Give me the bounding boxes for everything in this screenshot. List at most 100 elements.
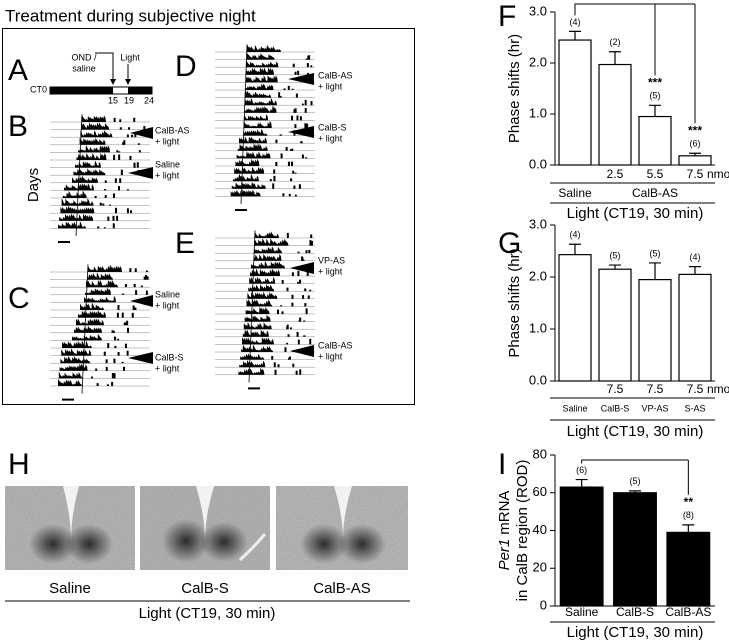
annotation: + light [155,363,180,373]
significance: *** [688,123,702,137]
activity [117,305,120,310]
activity [131,134,134,138]
annotation: + light [155,300,180,310]
arrowhead [125,79,131,85]
unit-label: nmol [707,382,729,396]
activity [292,63,295,68]
activity [125,322,128,326]
activity [116,215,119,221]
activity [294,172,297,174]
bar [638,115,672,166]
activity [299,116,302,121]
activity [294,194,297,197]
arrowhead [110,79,116,85]
activity [289,327,292,330]
activity [303,335,306,337]
arrowhead [290,262,314,274]
activity [133,162,136,168]
activity [273,175,276,182]
activity [298,320,301,322]
activity [296,115,299,121]
arrowhead [288,73,314,85]
activity [118,154,121,160]
activity [62,340,92,348]
activity [86,279,118,288]
activity [80,302,104,310]
activity [301,154,304,159]
arrowhead [130,127,153,139]
activity [300,141,303,144]
y-axis-label: Phase shifts (hr) [506,34,523,143]
y-tick-label: 0.0 [529,372,547,387]
activity [146,276,149,280]
activity [122,142,125,145]
activity [291,115,294,121]
activity [119,127,122,130]
activity [297,251,300,254]
activity [279,96,282,98]
activity [109,204,112,206]
activity [117,351,120,356]
y-axis-label: Phase shifts (hr) [506,248,523,357]
activity [243,120,272,128]
panel-letter: C [8,282,30,315]
activity [302,295,305,299]
activity [60,355,91,364]
activity [310,240,313,246]
activity [137,143,140,145]
activity [309,240,312,246]
bar [678,273,712,382]
annotation: CalB-AS [318,70,353,80]
activity [133,283,136,288]
panel-letter: A [8,54,28,87]
activity [121,361,124,364]
activity [128,127,131,130]
activity [140,285,143,288]
activity [304,288,307,292]
activity [308,249,311,254]
activity [287,334,290,337]
arrowhead [130,295,153,307]
activity [106,384,109,386]
error-bar [609,264,621,270]
activity [59,213,94,221]
activity [238,367,265,375]
activity [245,75,278,83]
activity [291,161,294,166]
activity [113,154,116,160]
y-tick-label: 2.0 [529,268,547,283]
error-bar [629,490,641,493]
error-bar [649,262,661,280]
activity [123,140,126,145]
activity [295,370,298,375]
activity [130,210,133,214]
activity [115,207,118,214]
activity [297,70,300,75]
activity [136,162,139,168]
charts: 0.0 1.0 2.0 3.0 Phase shifts (hr) (4) Saline (2… [496,3,729,641]
activity [123,366,126,371]
time-label: 19 [124,95,134,105]
activity [90,376,93,379]
activity [310,234,313,238]
time-label: 15 [108,95,118,105]
activity [294,108,297,113]
activity [126,350,129,356]
activity [61,198,94,206]
activity [301,257,304,261]
activity [249,276,276,284]
activity [58,371,83,379]
bar [598,63,632,166]
y-tick-label: 2.0 [529,54,547,69]
activity [118,151,121,153]
panel-letter: F [498,0,516,33]
activity [305,157,308,159]
bar [678,155,712,166]
activity [292,170,295,174]
activity [291,148,294,151]
activity [126,189,129,191]
activity [145,270,148,272]
annotation: CalB-S [155,352,184,362]
activity [245,90,272,98]
error-bar [689,266,701,275]
